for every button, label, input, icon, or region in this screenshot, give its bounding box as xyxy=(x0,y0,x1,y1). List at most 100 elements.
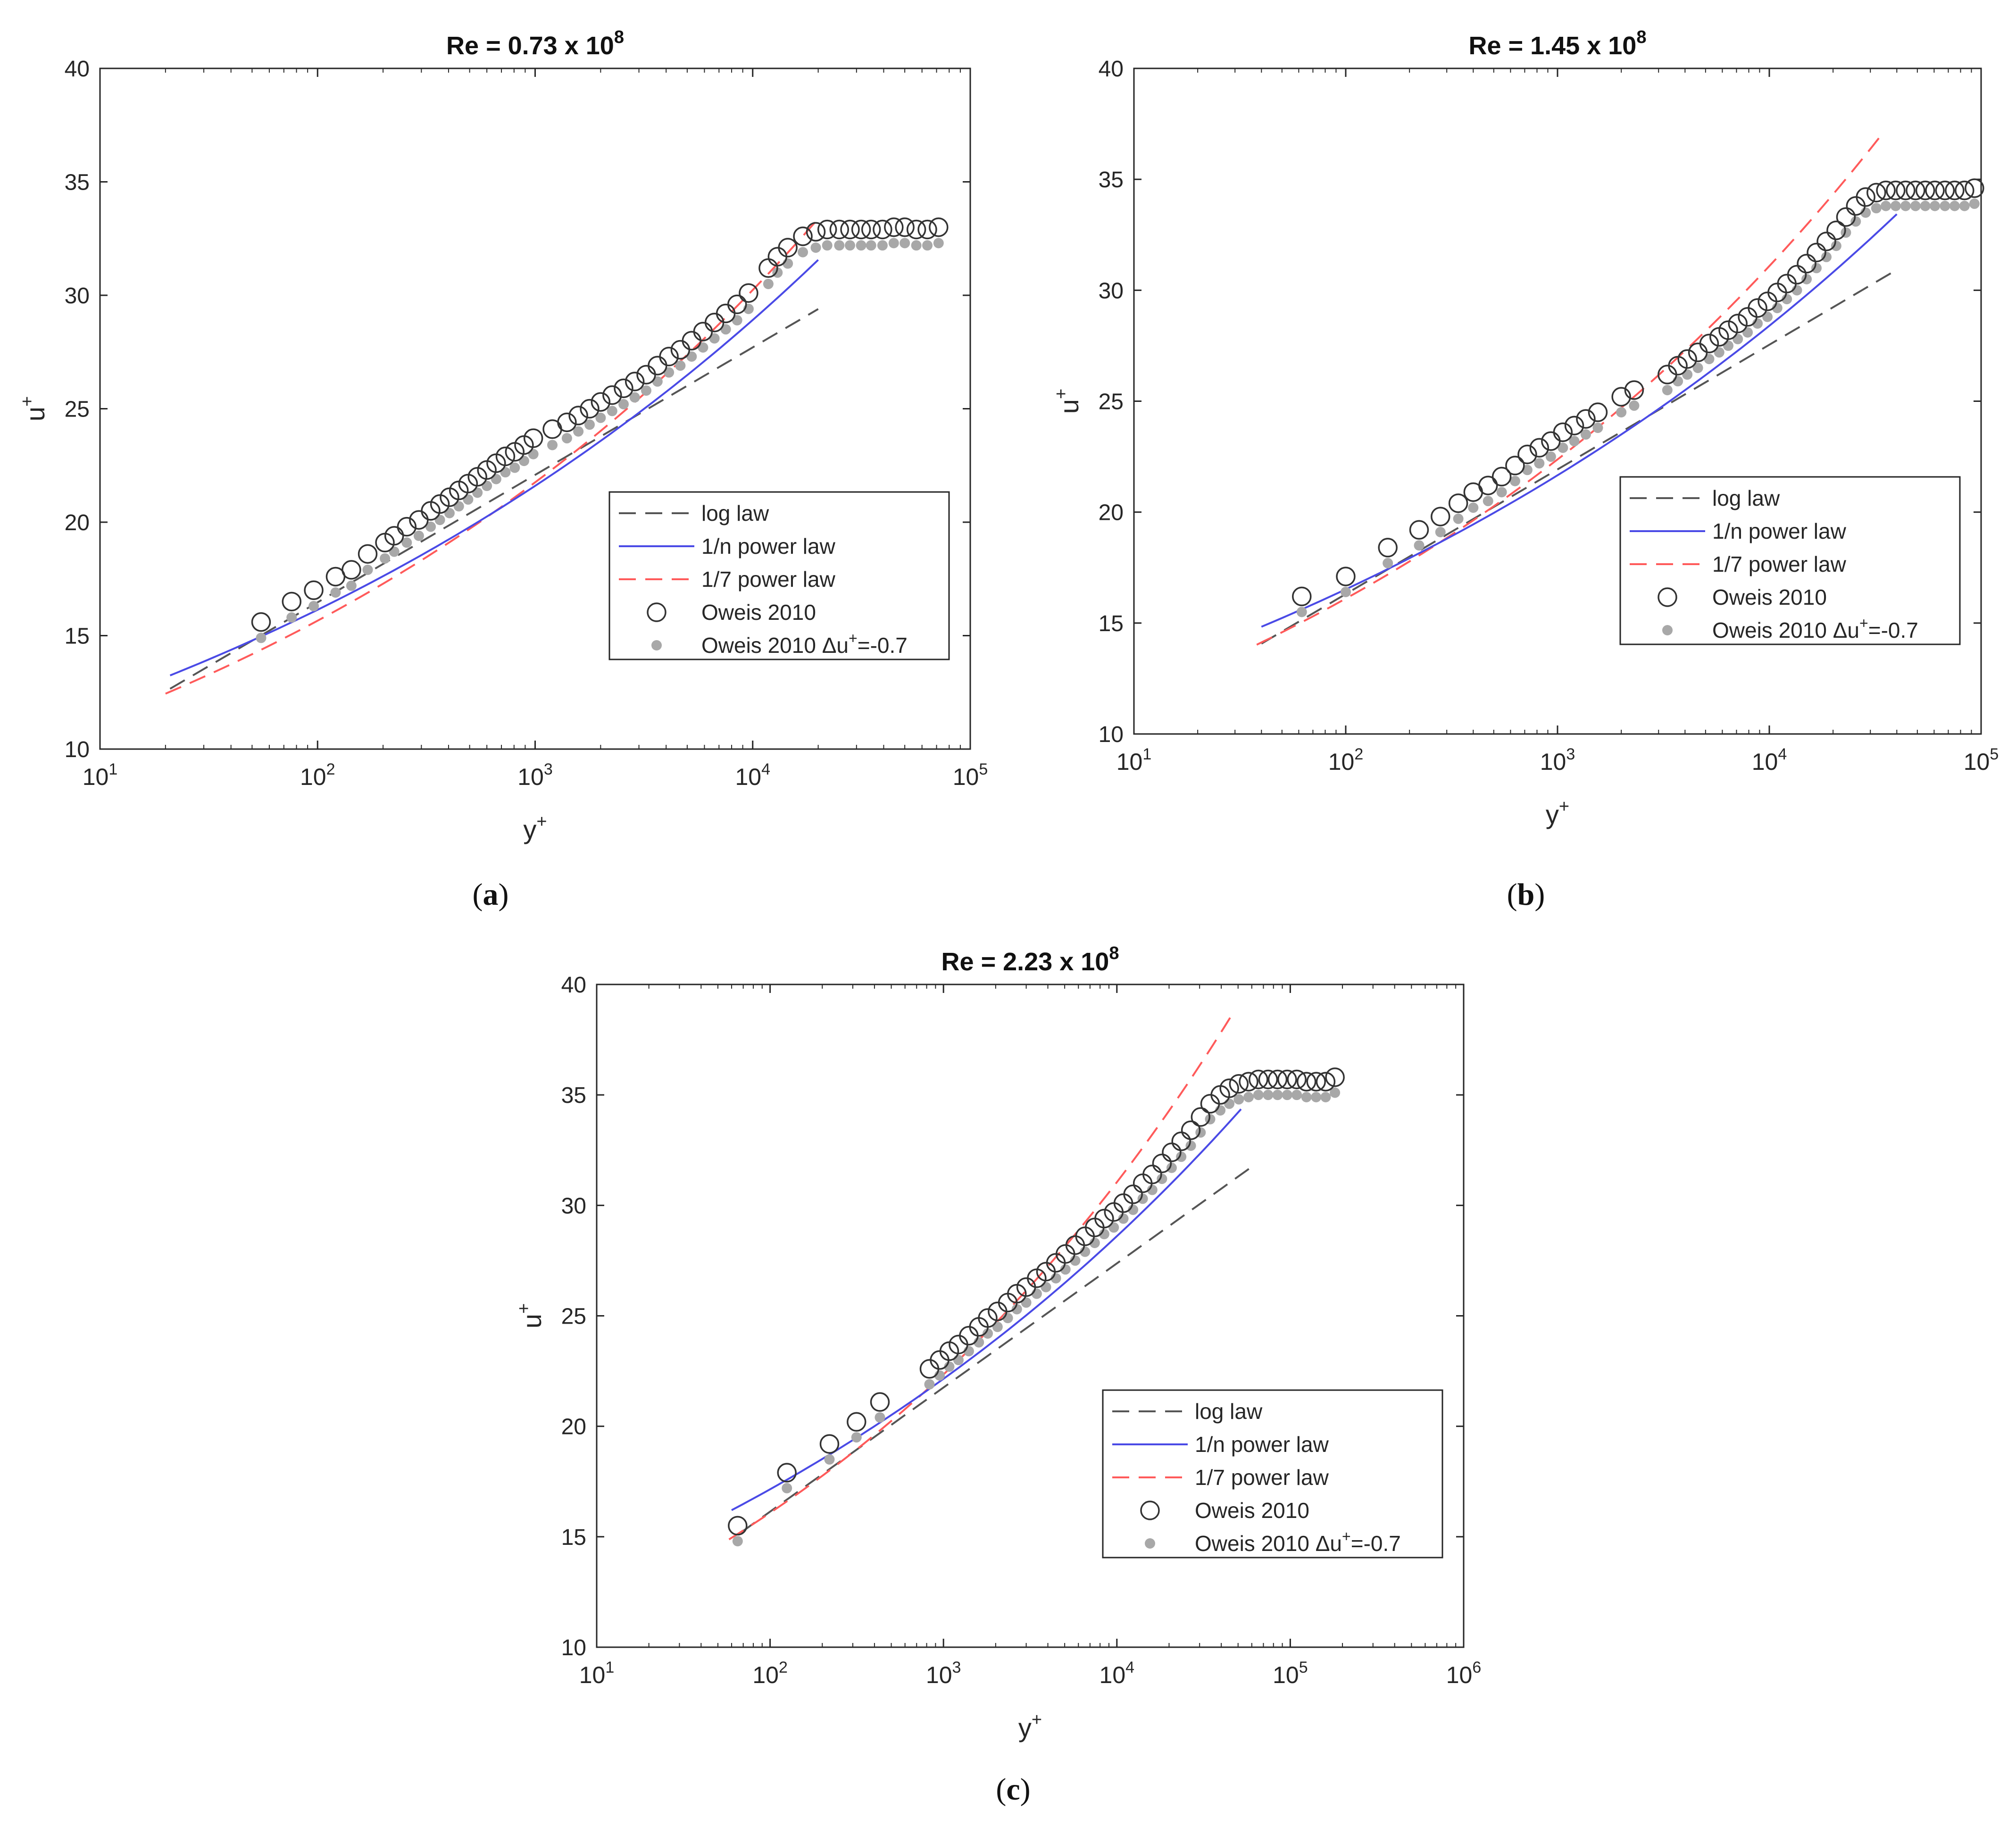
oweis-shifted-point xyxy=(308,600,319,611)
chart-title-exponent: 8 xyxy=(1109,943,1119,963)
oweis-point xyxy=(1876,180,1896,200)
x-tick-exponent: 3 xyxy=(544,760,553,778)
x-axis-label: y+ xyxy=(1546,797,1569,829)
x-axis-label-sup: + xyxy=(1559,797,1569,817)
oweis-shifted-point xyxy=(595,412,606,423)
x-tick-exponent: 2 xyxy=(779,1659,788,1676)
x-tick-base: 10 xyxy=(735,764,761,790)
oweis-shifted-point xyxy=(1330,1087,1341,1098)
oweis-point xyxy=(1787,265,1807,285)
oweis-point xyxy=(728,1516,748,1536)
legend-label-text: log law xyxy=(1712,486,1780,510)
oweis-shifted-point xyxy=(1662,384,1673,395)
oweis-shifted-point xyxy=(782,1483,792,1493)
oweis-point xyxy=(1292,586,1312,607)
x-axis-label-base: y xyxy=(523,815,536,844)
y-axis-label-sup: + xyxy=(17,396,37,407)
x-tick-exponent: 4 xyxy=(1778,745,1787,763)
oweis-shifted-point xyxy=(1301,1092,1312,1102)
oweis-shifted-point xyxy=(1453,513,1464,524)
oweis-point xyxy=(1797,254,1816,274)
oweis-point xyxy=(397,517,417,537)
legend-swatch-circle xyxy=(1658,587,1677,607)
oweis-shifted-point xyxy=(824,1454,835,1465)
legend-label-sup: + xyxy=(1859,615,1868,632)
x-tick-label: 102 xyxy=(300,760,335,790)
oweis-shifted-point xyxy=(1910,200,1921,211)
oweis-point xyxy=(1505,456,1525,475)
oweis-point xyxy=(1378,538,1398,558)
legend-label-delta: Δu xyxy=(1316,1531,1342,1556)
oweis-shifted-point xyxy=(509,462,520,473)
oweis-point xyxy=(840,219,860,240)
y-tick-value: 25 xyxy=(561,1304,586,1329)
legend-entry-label: Oweis 2010 Δu+=-0.7 xyxy=(1195,1528,1401,1556)
oweis-shifted-point xyxy=(1233,1094,1244,1105)
x-tick-label: 102 xyxy=(1328,745,1364,775)
oweis-shifted-point xyxy=(1682,369,1693,380)
oweis-point xyxy=(1553,422,1573,442)
oweis-point xyxy=(342,560,361,580)
legend-swatch-circle xyxy=(1140,1501,1160,1520)
oweis-point xyxy=(1219,1078,1239,1098)
oweis-point xyxy=(625,372,645,392)
chart-title-text: Re = 0.73 x 10 xyxy=(446,32,614,60)
oweis-shifted-point xyxy=(709,333,720,344)
oweis-point xyxy=(1965,178,1984,198)
oweis-point xyxy=(929,217,949,237)
x-tick-exponent: 1 xyxy=(605,1659,614,1676)
legend-label-tail: =-0.7 xyxy=(858,633,908,658)
oweis-point xyxy=(430,494,450,514)
oweis-shifted-point xyxy=(1320,1092,1331,1102)
legend-label-text: log law xyxy=(701,501,769,525)
oweis-point xyxy=(870,1392,890,1412)
x-tick-base: 10 xyxy=(579,1662,606,1688)
x-axis-label-base: y xyxy=(1546,800,1559,829)
oweis-shifted-point xyxy=(618,399,629,409)
legend-label-tail: =-0.7 xyxy=(1351,1531,1401,1556)
oweis-shifted-point xyxy=(834,240,845,251)
oweis-point xyxy=(1325,1067,1345,1087)
legend: log law 1/n power law 1/7 power law Oweis 2… xyxy=(1619,476,1961,645)
panel-caption: (c) xyxy=(996,1772,1030,1807)
x-tick-base: 10 xyxy=(752,1662,779,1688)
oweis-point xyxy=(1624,380,1644,400)
oweis-shifted-point xyxy=(413,530,424,541)
legend-swatch-dot xyxy=(1145,1538,1155,1549)
x-tick-label: 103 xyxy=(1540,745,1575,775)
oweis-point xyxy=(1296,1072,1316,1092)
x-tick-label: 106 xyxy=(1446,1659,1482,1688)
y-tick-label: 30 xyxy=(1099,278,1124,303)
y-axis-label-base: u xyxy=(1054,399,1084,414)
legend-label-text: 1/n power law xyxy=(1195,1432,1329,1457)
legend-label-text: 1/n power law xyxy=(701,534,836,559)
legend-label-text: log law xyxy=(1195,1399,1263,1424)
oweis-point xyxy=(1728,314,1748,333)
chart-title-exponent: 8 xyxy=(1636,27,1646,47)
oweis-point xyxy=(851,219,871,240)
chart-title: Re = 0.73 x 108 xyxy=(446,27,624,60)
oweis-point xyxy=(1677,349,1697,369)
oweis-point xyxy=(1171,1131,1191,1151)
oweis-shifted-point xyxy=(561,433,572,444)
legend-label-sup: + xyxy=(1342,1528,1351,1545)
x-tick-exponent: 4 xyxy=(1125,1659,1134,1676)
y-tick-value: 20 xyxy=(65,510,90,535)
oweis-point xyxy=(1191,1107,1211,1127)
oweis-shifted-point xyxy=(1157,1174,1167,1184)
oweis-point xyxy=(793,226,813,246)
x-tick-label: 104 xyxy=(1752,745,1787,775)
oweis-point xyxy=(251,612,271,632)
oweis-shifted-point xyxy=(1723,340,1733,351)
oweis-shifted-point xyxy=(1821,251,1832,262)
legend: log law 1/n power law 1/7 power law Oweis 2… xyxy=(1102,1389,1443,1559)
oweis-shifted-point xyxy=(1871,203,1882,214)
oweis-shifted-point xyxy=(1296,607,1307,617)
x-tick-base: 10 xyxy=(1446,1662,1473,1688)
oweis-point xyxy=(1448,493,1468,513)
caption-open-paren: ( xyxy=(473,877,483,912)
legend-label-delta: Δu xyxy=(822,633,849,658)
y-axis-label-sup: + xyxy=(1051,389,1071,399)
oweis-point xyxy=(1856,187,1875,207)
